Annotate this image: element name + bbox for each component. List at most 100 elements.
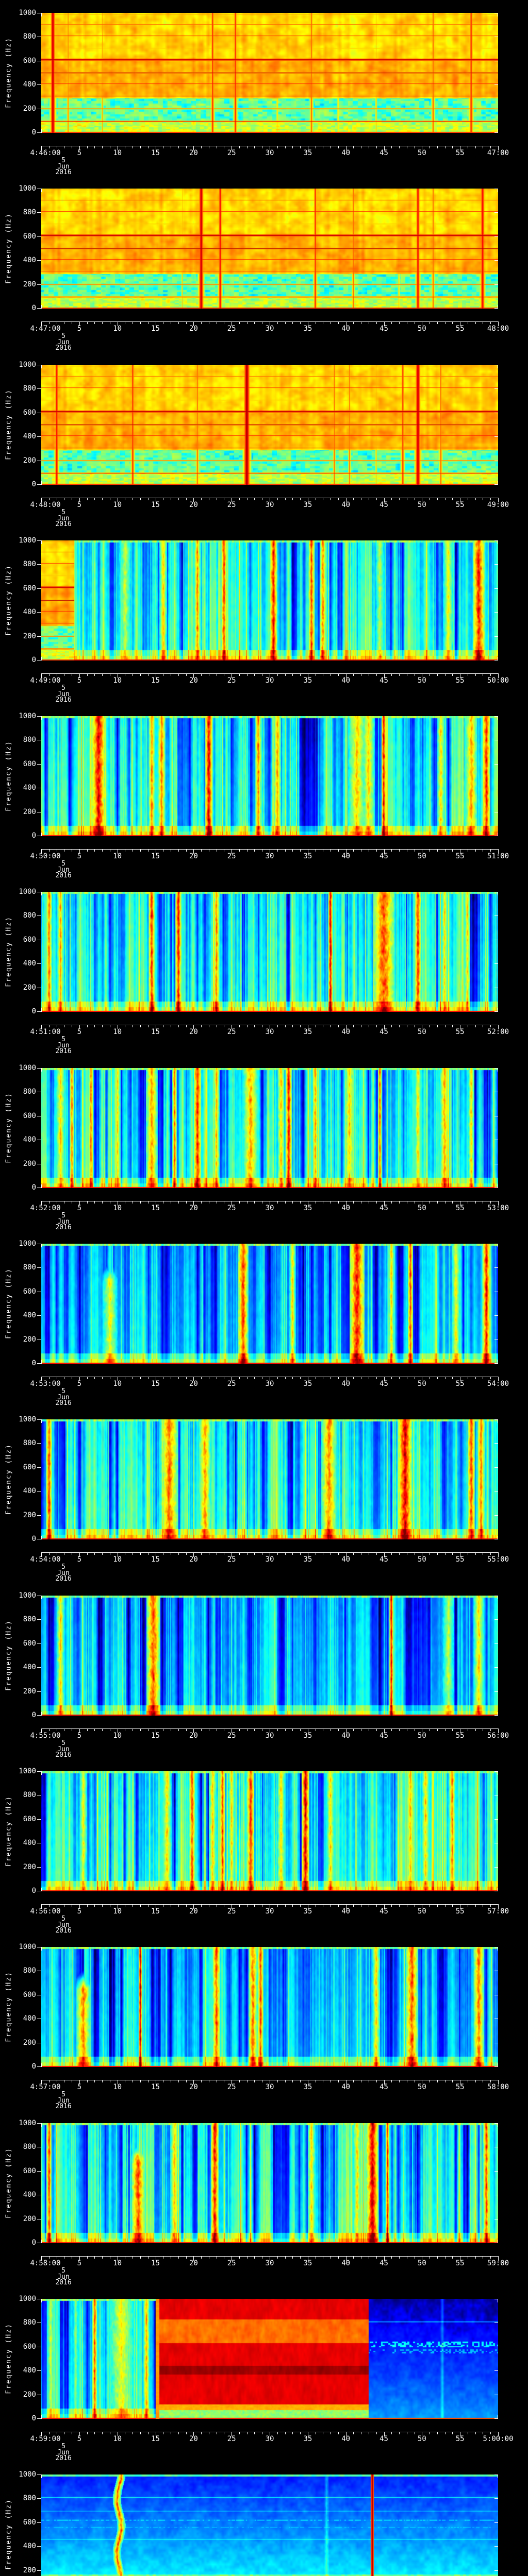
x-tick-mark xyxy=(445,1201,446,1204)
y-tick-label: 1000 xyxy=(19,2470,36,2479)
x-tick-label: 35 xyxy=(303,2259,312,2267)
y-tick-mark-right xyxy=(494,1715,498,1716)
y-tick-mark-right xyxy=(494,540,498,541)
start-time-label: 4:59:00 xyxy=(30,2435,61,2443)
x-tick-label: 5 xyxy=(77,2435,82,2443)
x-tick-mark xyxy=(338,1201,339,1204)
x-tick-label: 45 xyxy=(380,1028,388,1036)
x-tick-mark xyxy=(102,1377,103,1379)
y-tick-mark xyxy=(37,1691,41,1692)
x-tick-mark xyxy=(490,498,491,500)
x-tick-mark xyxy=(186,1905,187,1907)
y-tick-mark-right xyxy=(494,1315,498,1316)
x-tick-mark xyxy=(193,850,194,854)
x-tick-mark xyxy=(300,674,301,676)
x-tick-mark xyxy=(437,2432,438,2434)
x-tick-mark xyxy=(79,2080,80,2084)
x-tick-mark xyxy=(498,1377,499,1381)
y-tick-label: 600 xyxy=(23,935,36,944)
x-tick-mark xyxy=(353,1201,354,1204)
x-tick-mark xyxy=(239,2257,240,2259)
x-tick-mark xyxy=(277,674,278,676)
x-tick-mark xyxy=(353,1377,354,1379)
x-tick-mark xyxy=(254,2080,255,2082)
y-tick-label: 200 xyxy=(23,280,36,289)
x-tick-label: 20 xyxy=(189,1204,198,1212)
spectrogram-panel: Frequency (Hz) 0 200 400 600 800 1000 5 10 15 20 25… xyxy=(0,1758,528,1935)
y-tick-mark-right xyxy=(494,2123,498,2124)
x-tick-mark xyxy=(376,850,377,852)
x-tick-mark xyxy=(399,2257,400,2259)
x-tick-mark xyxy=(498,498,499,502)
date-label: 2016 xyxy=(55,696,72,704)
x-tick-label: 50 xyxy=(417,1028,426,1036)
x-tick-label: 55 xyxy=(455,1380,465,1388)
x-tick-label: 40 xyxy=(341,325,351,333)
y-tick-label: 200 xyxy=(23,1159,36,1168)
x-tick-mark xyxy=(452,1201,453,1204)
date-label: Jun xyxy=(57,1217,70,1226)
x-tick-mark xyxy=(49,1377,50,1379)
date-label: 5 xyxy=(61,2091,65,2098)
y-tick-label: 600 xyxy=(23,1639,36,1648)
x-tick-label: 15 xyxy=(151,325,160,333)
x-tick-mark xyxy=(384,1025,385,1029)
x-tick-label: 50 xyxy=(417,676,426,685)
end-time-label: 55:00 xyxy=(487,1555,509,1564)
x-tick-mark xyxy=(178,1553,179,1555)
x-tick-mark xyxy=(94,850,95,852)
x-tick-label: 15 xyxy=(151,501,160,509)
y-tick-mark xyxy=(37,1315,41,1316)
x-tick-label: 40 xyxy=(341,2435,351,2443)
x-tick-label: 5 xyxy=(77,852,82,860)
axis-bracket xyxy=(41,1947,42,1951)
x-tick-mark xyxy=(376,322,377,324)
x-tick-mark xyxy=(498,2080,499,2084)
y-tick-mark-right xyxy=(494,1068,498,1069)
y-tick-mark-right xyxy=(494,284,498,285)
x-tick-label: 30 xyxy=(265,501,274,509)
x-tick-mark xyxy=(300,1729,301,1731)
y-tick-label: 600 xyxy=(23,1463,36,1471)
spectrogram-image xyxy=(41,189,498,309)
y-axis-title: Frequency (Hz) xyxy=(5,2147,13,2218)
y-tick-mark-right xyxy=(494,1467,498,1468)
x-tick-mark xyxy=(87,1729,88,1731)
x-tick-mark xyxy=(94,1553,95,1555)
y-tick-label: 800 xyxy=(23,2318,36,2327)
x-tick-mark xyxy=(300,1377,301,1379)
x-axis-line xyxy=(41,673,499,674)
x-tick-mark xyxy=(376,2257,377,2259)
x-tick-mark xyxy=(239,850,240,852)
x-tick-label: 15 xyxy=(151,1555,160,1564)
x-tick-mark xyxy=(239,1025,240,1027)
x-tick-mark xyxy=(391,1553,392,1555)
y-tick-mark xyxy=(37,1068,41,1069)
x-tick-mark xyxy=(475,146,476,148)
x-tick-mark xyxy=(437,1905,438,1907)
x-tick-mark xyxy=(140,850,141,852)
y-tick-mark xyxy=(37,1771,41,1772)
x-tick-mark xyxy=(277,2432,278,2434)
x-tick-mark xyxy=(300,1201,301,1204)
x-tick-label: 45 xyxy=(380,1380,388,1388)
x-tick-mark xyxy=(247,1025,248,1027)
x-tick-mark xyxy=(193,498,194,502)
y-tick-label: 400 xyxy=(23,2014,36,2023)
axis-bracket xyxy=(41,1360,42,1364)
axis-bracket xyxy=(41,1771,42,1775)
spectrogram-image xyxy=(41,2299,498,2419)
x-tick-mark xyxy=(94,146,95,148)
x-tick-mark xyxy=(498,1905,499,1909)
x-tick-mark xyxy=(94,1729,95,1731)
y-tick-label: 400 xyxy=(23,256,36,265)
x-tick-mark xyxy=(201,1025,202,1027)
y-tick-mark xyxy=(37,612,41,613)
y-tick-label: 0 xyxy=(31,1007,36,1015)
x-tick-mark xyxy=(178,1201,179,1204)
x-tick-mark xyxy=(391,674,392,676)
y-tick-label: 1000 xyxy=(19,2295,36,2303)
x-tick-label: 5 xyxy=(77,1204,82,1212)
x-tick-mark xyxy=(384,2080,385,2084)
x-tick-mark xyxy=(399,1377,400,1379)
